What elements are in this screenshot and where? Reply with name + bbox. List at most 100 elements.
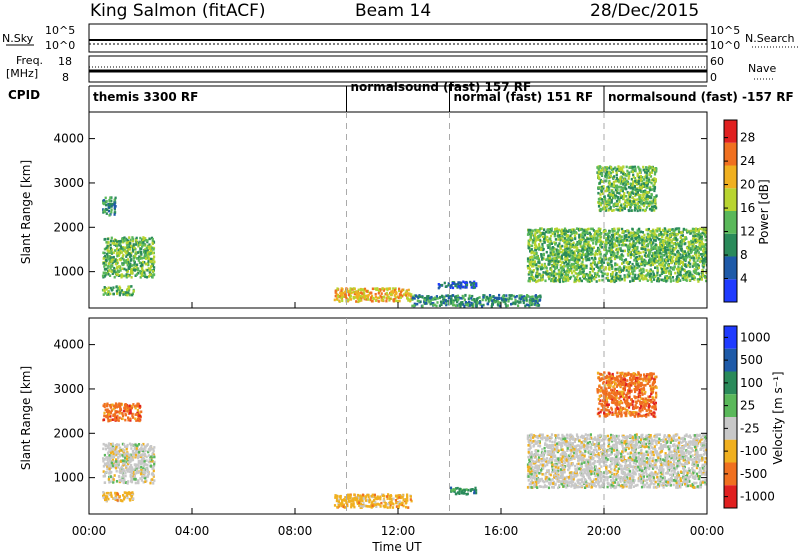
echo-cell bbox=[653, 278, 655, 281]
echo-cell bbox=[583, 229, 585, 232]
echo-cell bbox=[127, 258, 129, 261]
echo-cell bbox=[649, 166, 651, 169]
echo-cell bbox=[541, 268, 543, 271]
echo-cell bbox=[647, 279, 649, 282]
echo-cell bbox=[700, 258, 702, 261]
echo-cell bbox=[670, 239, 672, 242]
echo-cell bbox=[367, 298, 369, 301]
echo-cell bbox=[581, 268, 583, 271]
echo-cell bbox=[623, 192, 625, 195]
echo-cell bbox=[617, 248, 619, 251]
echo-cell bbox=[698, 229, 700, 232]
echo-cell bbox=[504, 300, 506, 303]
echo-cell bbox=[614, 258, 616, 261]
echo-cell bbox=[529, 302, 531, 305]
echo-cell bbox=[124, 238, 126, 241]
echo-cell bbox=[641, 197, 643, 200]
echo-cell bbox=[632, 171, 634, 174]
echo-cell bbox=[359, 299, 361, 302]
echo-cell bbox=[546, 236, 548, 239]
echo-cell bbox=[644, 210, 646, 213]
echo-cell bbox=[348, 294, 350, 297]
echo-cell bbox=[607, 279, 609, 282]
echo-cell bbox=[341, 293, 343, 296]
echo-cell bbox=[616, 172, 618, 175]
echo-cell bbox=[650, 196, 652, 199]
echo-cell bbox=[689, 256, 691, 259]
echo-cell bbox=[622, 188, 624, 191]
echo-cell bbox=[634, 275, 636, 278]
echo-cell bbox=[104, 481, 106, 484]
echo-cell bbox=[609, 257, 611, 260]
echo-cell bbox=[698, 251, 700, 254]
echo-cell bbox=[631, 203, 633, 206]
echo-cell bbox=[689, 279, 691, 282]
echo-cell bbox=[613, 185, 615, 188]
echo-cell bbox=[688, 241, 690, 244]
echo-cell bbox=[547, 240, 549, 243]
echo-cell bbox=[360, 292, 362, 295]
echo-cell bbox=[599, 182, 601, 185]
echo-cell bbox=[146, 263, 148, 266]
echo-cell bbox=[597, 186, 599, 189]
echo-cell bbox=[120, 247, 122, 250]
echo-cell bbox=[115, 460, 117, 463]
echo-cell bbox=[531, 245, 533, 248]
echo-cell bbox=[146, 456, 148, 459]
colorbar-tick-label: 4 bbox=[740, 272, 748, 286]
echo-cell bbox=[527, 257, 529, 260]
echo-cell bbox=[622, 183, 624, 186]
echo-cell bbox=[560, 264, 562, 267]
echo-cell bbox=[543, 248, 545, 251]
echo-cell bbox=[702, 266, 704, 269]
echo-cell bbox=[680, 236, 682, 239]
echo-cell bbox=[135, 472, 137, 475]
echo-cell bbox=[151, 247, 153, 250]
echo-cell bbox=[109, 468, 111, 471]
echo-cell bbox=[612, 194, 614, 197]
echo-cell bbox=[626, 170, 628, 173]
echo-cell bbox=[334, 299, 336, 302]
echo-cell bbox=[564, 258, 566, 261]
echo-cell bbox=[122, 462, 124, 465]
echo-cell bbox=[613, 181, 615, 184]
echo-cell bbox=[122, 254, 124, 257]
echo-cell bbox=[106, 209, 108, 212]
echo-cell bbox=[646, 269, 648, 272]
echo-cell bbox=[452, 304, 454, 307]
echo-cell bbox=[671, 259, 673, 262]
echo-cell bbox=[567, 263, 569, 266]
echo-cell bbox=[578, 272, 580, 275]
echo-cell bbox=[341, 300, 343, 303]
echo-cell bbox=[470, 284, 472, 287]
nsearch-label: N.Search bbox=[745, 32, 795, 45]
echo-cell bbox=[491, 299, 493, 302]
echo-cell bbox=[350, 298, 352, 301]
echo-cell bbox=[661, 268, 663, 271]
echo-cell bbox=[524, 305, 526, 308]
echo-cell bbox=[108, 478, 110, 481]
echo-cell bbox=[336, 297, 338, 300]
echo-cell bbox=[676, 276, 678, 279]
echo-cell bbox=[407, 292, 409, 295]
echo-cell bbox=[489, 299, 491, 302]
echo-cell bbox=[701, 232, 703, 235]
echo-cell bbox=[638, 277, 640, 280]
echo-cell bbox=[132, 468, 134, 471]
echo-cell bbox=[598, 202, 600, 205]
echo-cell bbox=[569, 268, 571, 271]
echo-cell bbox=[649, 189, 651, 192]
echo-cell bbox=[695, 270, 697, 273]
echo-cell bbox=[428, 301, 430, 304]
echo-cell bbox=[622, 239, 624, 242]
echo-cell bbox=[105, 463, 107, 466]
echo-cell bbox=[598, 279, 600, 282]
echo-cell bbox=[695, 265, 697, 268]
echo-cell bbox=[554, 235, 556, 238]
echo-cell bbox=[123, 268, 125, 271]
echo-cell bbox=[393, 300, 395, 303]
echo-cell bbox=[565, 252, 567, 255]
echo-cell bbox=[620, 189, 622, 192]
